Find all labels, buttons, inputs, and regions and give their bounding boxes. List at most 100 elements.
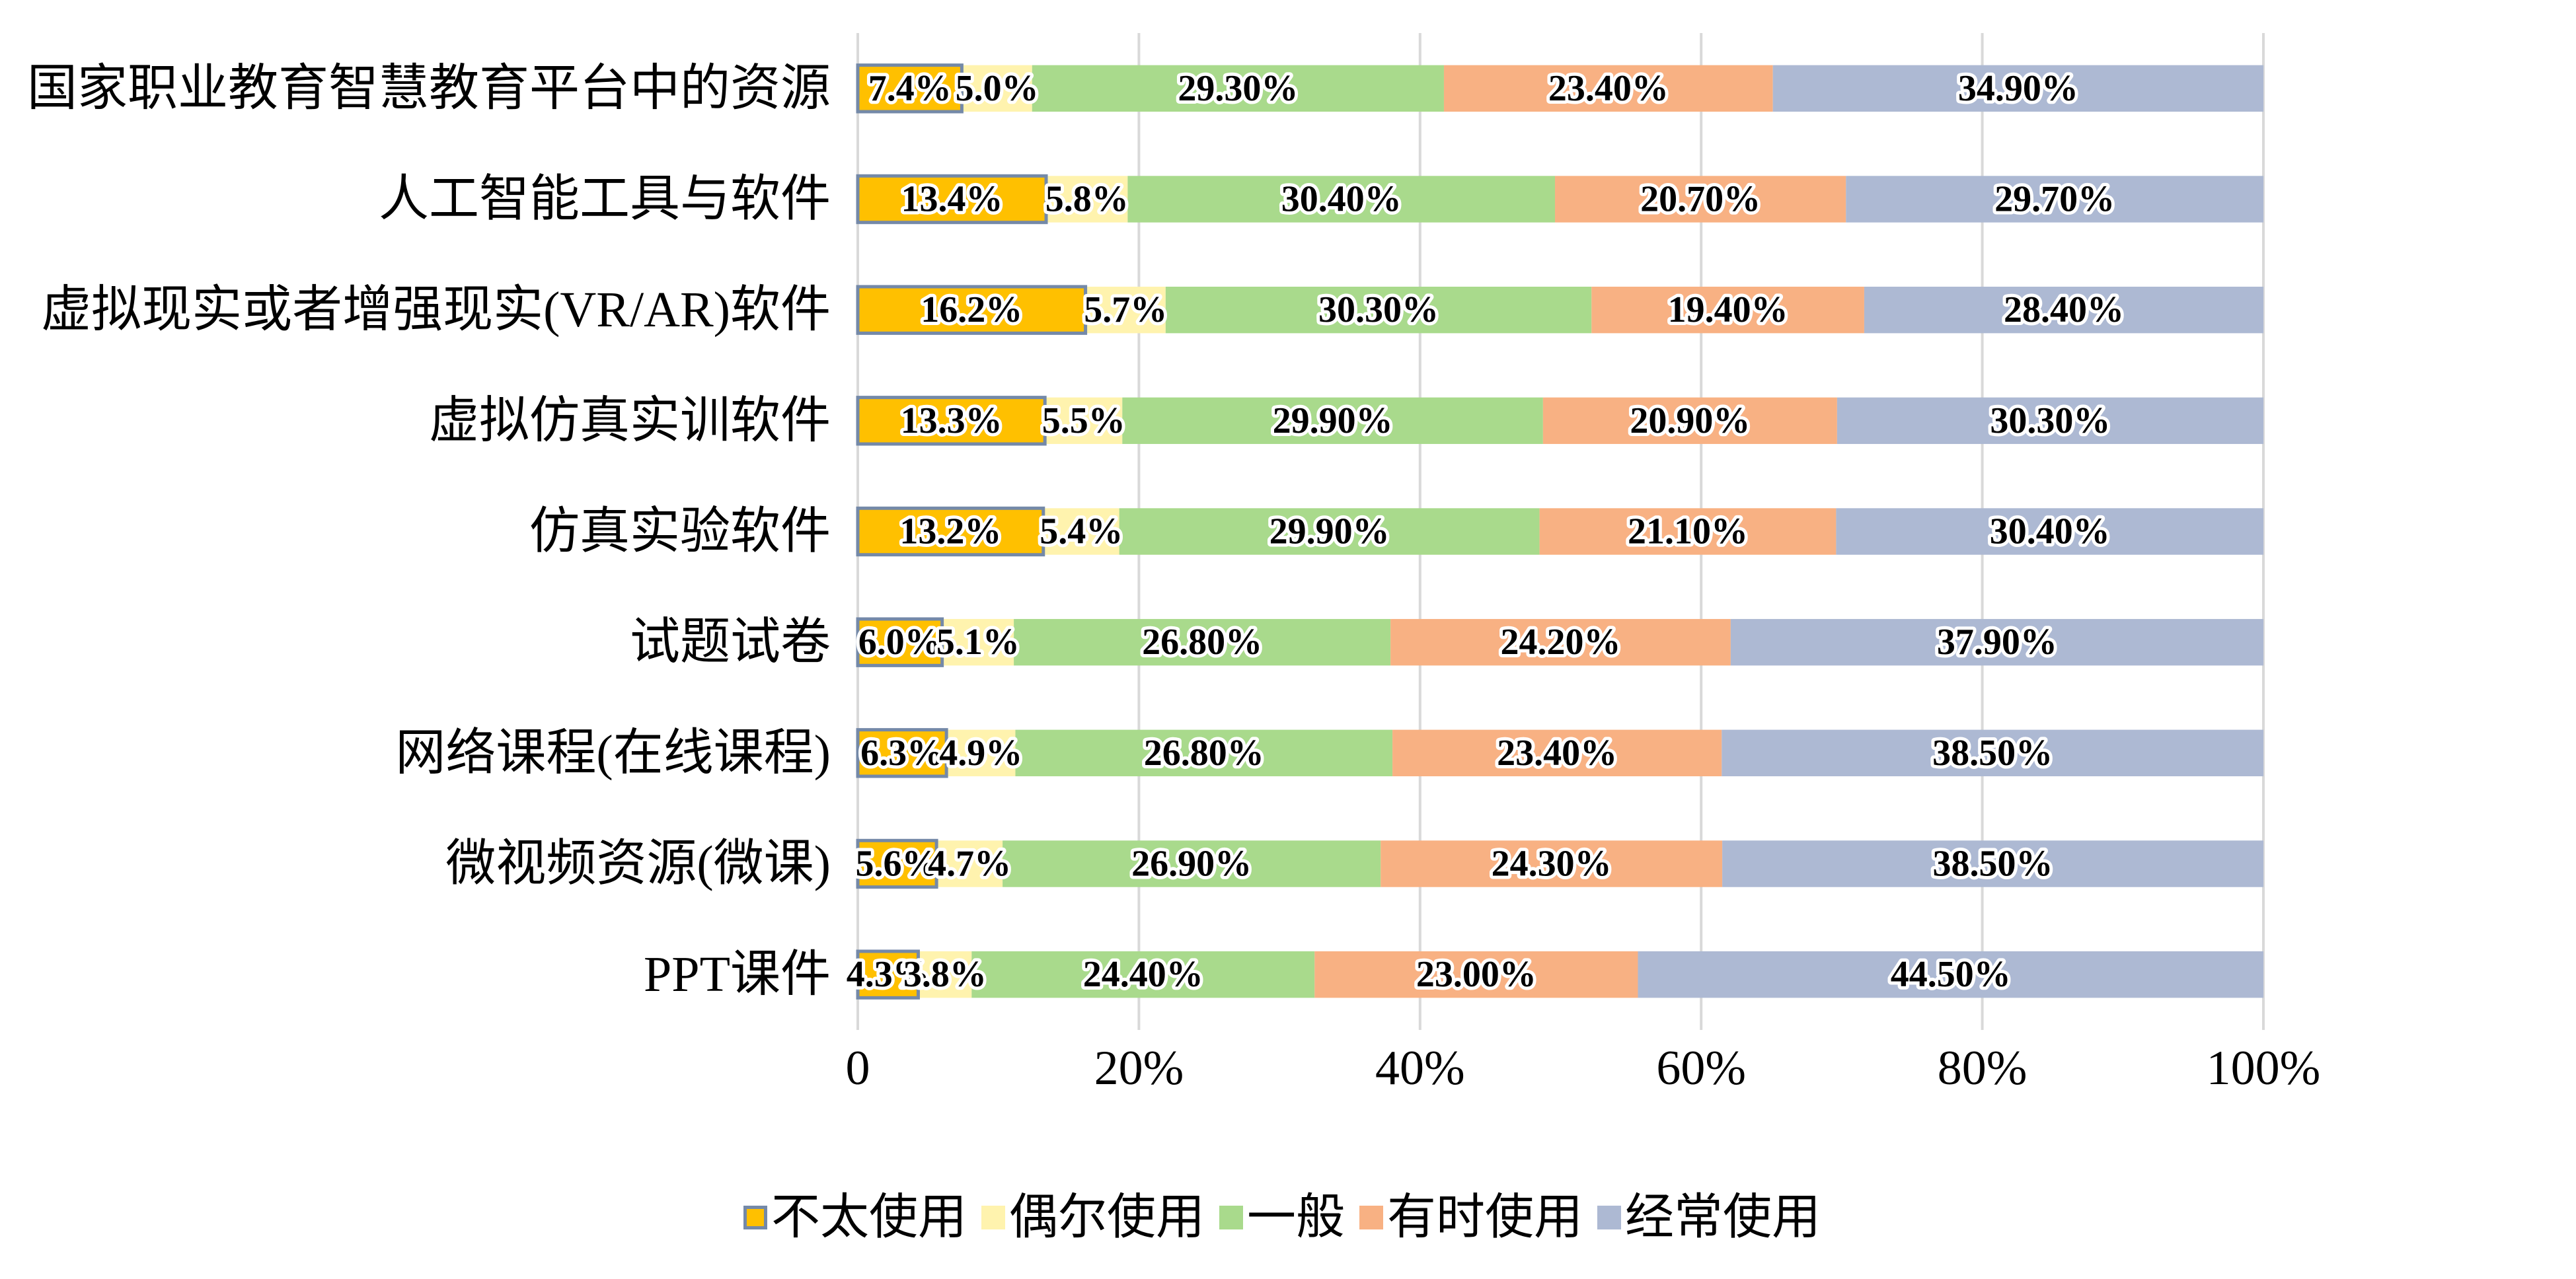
- data-label: 7.4%: [868, 68, 952, 109]
- data-label: 13.2%: [899, 511, 1001, 552]
- bar-segment: [1836, 508, 2263, 555]
- data-label: 29.90%: [1273, 400, 1393, 441]
- data-label: 23.40%: [1497, 733, 1617, 774]
- bar-segment: [1542, 397, 1837, 445]
- bar-segment: [1392, 729, 1722, 777]
- bar-segment: [856, 285, 1088, 335]
- bar-segment: [856, 396, 1047, 446]
- bar-segments: [918, 65, 2263, 998]
- bar-segment: [1314, 951, 1638, 998]
- bar-segment: [1015, 729, 1393, 777]
- data-label: 13.4%: [901, 179, 1003, 220]
- legend-swatch: [1359, 1206, 1383, 1229]
- category-label: 人工智能工具与软件: [379, 172, 831, 227]
- bar-segment: [856, 63, 964, 114]
- bar-segment: [946, 729, 1016, 777]
- legend-item: 偶尔使用: [981, 1193, 1205, 1242]
- bar-segment: [1837, 397, 2263, 445]
- data-label: 4.7%: [928, 844, 1011, 885]
- legend-item: 有时使用: [1359, 1193, 1583, 1242]
- bar-segment: [1043, 508, 1119, 555]
- legend-swatch: [981, 1206, 1005, 1229]
- legend-item: 经常使用: [1597, 1193, 1821, 1242]
- legend-label: 一般: [1247, 1190, 1345, 1245]
- x-axis-tick-labels: 0 20% 40% 60% 80% 100%: [846, 1041, 2321, 1095]
- category-label: PPT课件: [644, 947, 831, 1002]
- category-label: 网络课程(在线课程): [395, 725, 831, 781]
- bar-segment: [856, 174, 1048, 225]
- bar-segment: [1032, 65, 1444, 112]
- bar-segment: [1864, 286, 2263, 334]
- x-tick-label: 100%: [2207, 1041, 2321, 1095]
- category-label: 国家职业教育智慧教育平台中的资源: [27, 61, 831, 116]
- bar-segment: [1443, 65, 1773, 112]
- data-label: 44.50%: [1891, 954, 2011, 995]
- data-label: 5.5%: [1042, 400, 1125, 441]
- legend-swatch: [1597, 1206, 1621, 1229]
- data-label: 26.80%: [1144, 733, 1264, 774]
- data-label: 24.30%: [1492, 844, 1612, 885]
- legend-label: 不太使用: [771, 1190, 967, 1245]
- x-tick-label: 40%: [1375, 1041, 1465, 1095]
- data-label: 16.2%: [921, 289, 1022, 330]
- bar-segment: [1591, 286, 1864, 334]
- data-label: 5.6%: [856, 844, 939, 885]
- bar-segment: [1638, 951, 2263, 998]
- bar-segment: [942, 618, 1014, 666]
- data-label: 3.8%: [903, 954, 987, 995]
- chart-legend: 不太使用 偶尔使用 一般 有时使用 经常使用: [0, 1188, 2564, 1247]
- legend-label: 经常使用: [1625, 1190, 1821, 1245]
- data-label: 23.00%: [1416, 954, 1536, 995]
- legend-label: 偶尔使用: [1009, 1190, 1205, 1245]
- data-label: 28.40%: [2004, 289, 2124, 330]
- data-label: 29.70%: [1994, 179, 2115, 220]
- category-label: 微视频资源(微课): [445, 836, 831, 892]
- data-label: 37.90%: [1937, 622, 2057, 663]
- x-tick-label: 0: [846, 1041, 870, 1095]
- bar-segment: [1722, 840, 2263, 887]
- bar-segment: [1381, 840, 1723, 887]
- bar-segment: [1730, 618, 2263, 666]
- legend-item: 一般: [1219, 1193, 1345, 1242]
- legend-item: 不太使用: [743, 1193, 967, 1242]
- bar-segment: [1119, 508, 1540, 555]
- data-label: 6.0%: [858, 622, 942, 663]
- bar-segment: [856, 838, 938, 889]
- category-label: 试题试卷: [630, 614, 831, 670]
- data-label: 20.90%: [1630, 400, 1750, 441]
- bar-segment: [1046, 176, 1128, 223]
- data-label: 26.90%: [1131, 844, 1252, 885]
- data-label: 19.40%: [1668, 289, 1788, 330]
- bar-segment: [971, 951, 1315, 998]
- bar-segment: [1539, 508, 1837, 555]
- bar-segment: [1165, 286, 1592, 334]
- bar-segment: [1085, 286, 1166, 334]
- x-tick-label: 20%: [1094, 1041, 1184, 1095]
- bar-segment: [1122, 397, 1543, 445]
- data-labels: 7.4% 5.0% 29.30% 23.40% 34.90% 13.4% 5.8% 30.40…: [843, 65, 2127, 998]
- bar-segment: [918, 951, 972, 998]
- bar-segment: [1846, 176, 2263, 223]
- data-label: 30.30%: [1318, 289, 1439, 330]
- data-label: 5.0%: [956, 68, 1039, 109]
- data-label: 29.90%: [1269, 511, 1390, 552]
- bar-segment: [1390, 618, 1731, 666]
- data-label: 38.50%: [1933, 844, 2053, 885]
- bar-segment: [1722, 729, 2263, 777]
- x-tick-label: 60%: [1656, 1041, 1746, 1095]
- bar-segment: [1127, 176, 1555, 223]
- data-label: 4.3%: [847, 954, 930, 995]
- data-label: 20.70%: [1640, 179, 1761, 220]
- data-label: 30.30%: [1990, 400, 2110, 441]
- data-label: 13.3%: [901, 400, 1003, 441]
- category-axis-labels: 国家职业教育智慧教育平台中的资源人工智能工具与软件虚拟现实或者增强现实(VR/A…: [27, 61, 831, 1002]
- x-tick-label: 80%: [1938, 1041, 2027, 1095]
- data-label: 26.80%: [1142, 622, 1262, 663]
- bar-segment: [856, 949, 920, 1000]
- data-label: 30.40%: [1281, 179, 1402, 220]
- category-label: 仿真实验软件: [529, 504, 831, 560]
- data-label: 21.10%: [1628, 511, 1748, 552]
- bar-segment: [856, 617, 944, 667]
- bar-segment: [1003, 840, 1381, 887]
